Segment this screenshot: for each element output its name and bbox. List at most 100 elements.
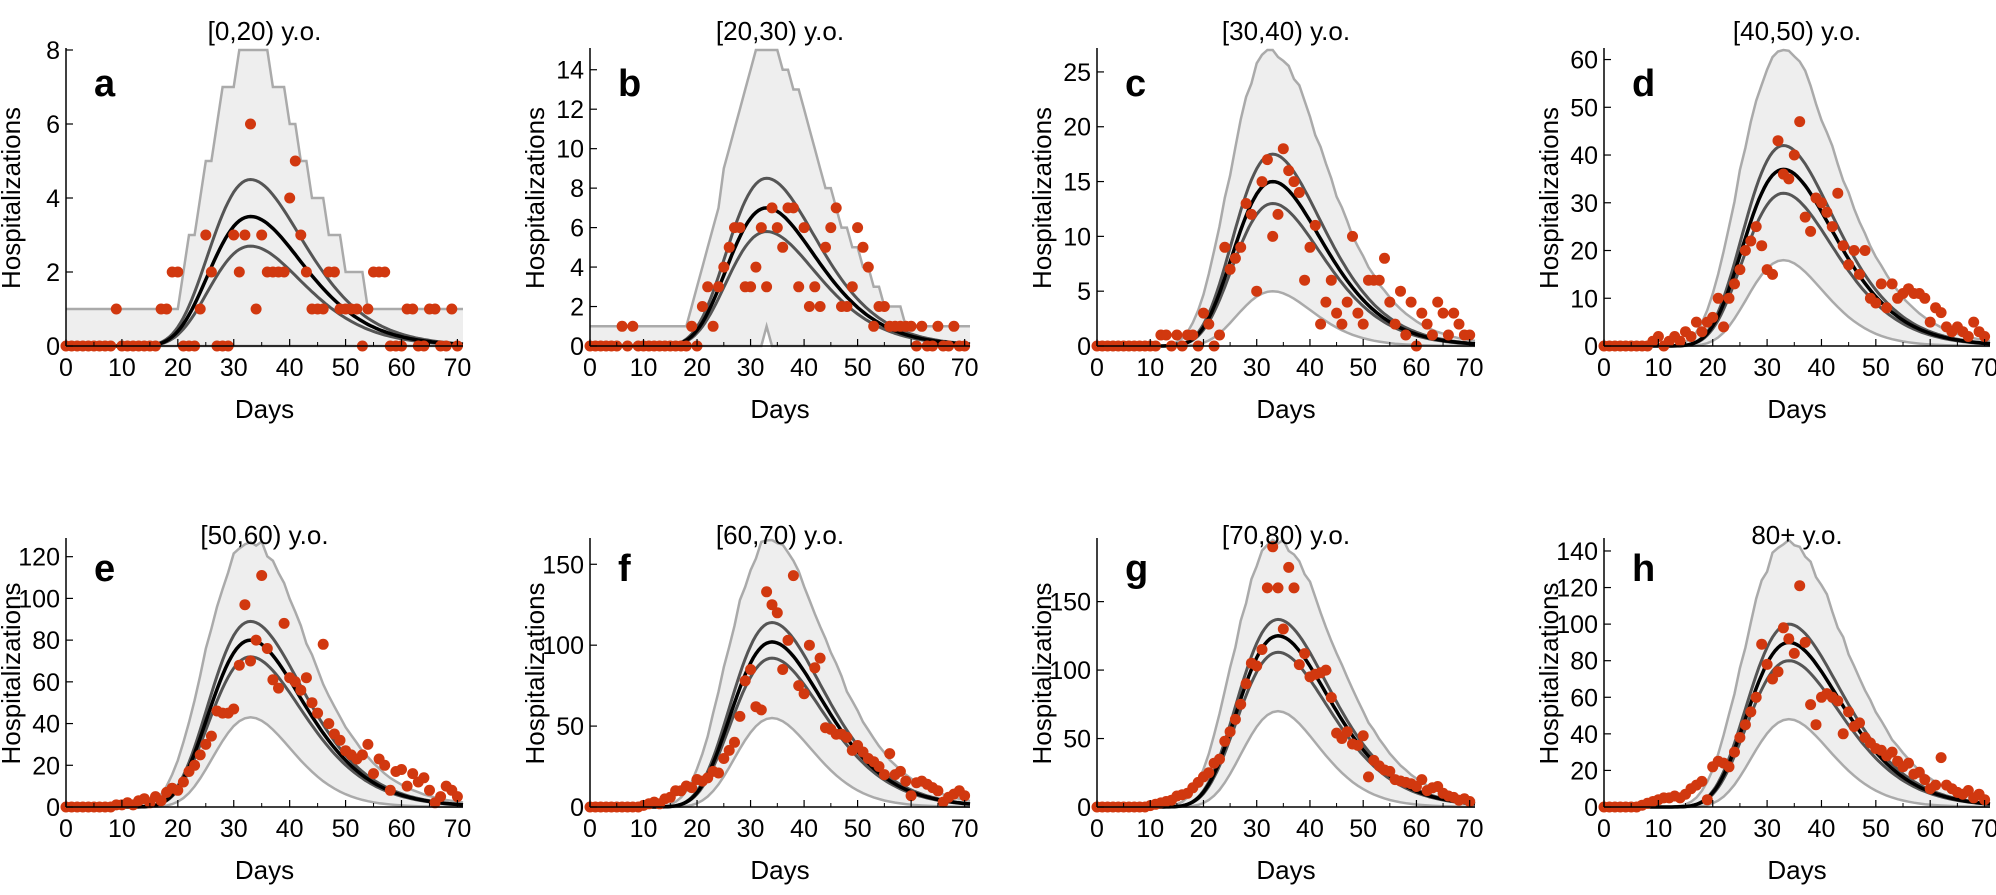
- data-point: [1930, 779, 1942, 791]
- data-point: [787, 570, 799, 582]
- data-point: [1240, 198, 1252, 209]
- data-point: [766, 599, 778, 611]
- data-point: [278, 266, 290, 278]
- panel-d: 0 10 20 30 40 50 60 70 0 10 20 30 40 50 60 [40,50) y.o.…: [1534, 16, 1996, 424]
- data-point: [1261, 582, 1273, 594]
- panel-title: [50,60) y.o.: [200, 520, 328, 550]
- data-point: [718, 753, 730, 764]
- panel-f: 0 10 20 30 40 50 60 70 0 50 100 150 [60,70) y.o. f Day…: [520, 520, 979, 885]
- data-point: [616, 320, 628, 332]
- data-point: [177, 776, 189, 788]
- data-point: [1837, 728, 1849, 740]
- data-point: [1979, 331, 1991, 342]
- x-tick-label: 40: [1808, 815, 1836, 843]
- credible-band: [590, 50, 970, 346]
- data-point: [734, 222, 746, 234]
- data-point: [1859, 245, 1871, 256]
- data-point: [1240, 678, 1252, 690]
- data-point: [1854, 268, 1865, 280]
- data-point: [761, 586, 773, 598]
- y-tick-label: 20: [1570, 238, 1598, 266]
- data-point: [1203, 767, 1215, 779]
- x-tick-label: 10: [1136, 815, 1164, 843]
- data-point: [384, 784, 396, 796]
- data-point: [1739, 719, 1751, 731]
- y-tick-label: 60: [1570, 47, 1598, 75]
- data-point: [1219, 241, 1231, 253]
- data-point: [627, 320, 639, 332]
- x-tick-label: 0: [1090, 354, 1104, 382]
- panel-title: [30,40) y.o.: [1222, 16, 1350, 46]
- band-upper-line: [66, 48, 463, 311]
- x-tick-label: 60: [1916, 815, 1944, 843]
- data-point: [1772, 666, 1784, 678]
- data-point: [750, 261, 762, 273]
- data-point: [1816, 197, 1827, 209]
- panel-letter: f: [618, 548, 631, 590]
- y-tick-label: 4: [570, 254, 584, 282]
- x-tick-label: 40: [1296, 354, 1324, 382]
- data-point: [323, 718, 335, 730]
- data-point: [1293, 187, 1305, 198]
- data-point: [1919, 292, 1931, 304]
- data-point: [1723, 761, 1735, 773]
- x-axis-label: Days: [1767, 394, 1826, 424]
- data-point: [771, 222, 783, 234]
- data-point: [1453, 318, 1465, 330]
- data-point: [809, 281, 821, 293]
- data-point: [932, 320, 944, 332]
- data-point: [777, 241, 789, 253]
- data-point: [1426, 329, 1438, 341]
- data-point: [362, 738, 374, 750]
- data-point: [295, 684, 307, 696]
- x-tick-label: 70: [951, 354, 979, 382]
- x-tick-label: 30: [1753, 354, 1781, 382]
- x-tick-label: 0: [1090, 815, 1104, 843]
- y-tick-label: 8: [570, 175, 584, 203]
- data-point: [1288, 582, 1300, 594]
- x-tick-label: 10: [1644, 815, 1672, 843]
- data-point: [172, 784, 184, 796]
- data-point: [256, 229, 268, 241]
- data-point: [1848, 245, 1860, 256]
- data-point: [1229, 713, 1241, 725]
- y-tick-label: 6: [46, 111, 60, 139]
- y-tick-label: 120: [18, 544, 60, 572]
- data-point: [884, 748, 896, 760]
- panel-letter: e: [94, 548, 115, 590]
- data-point: [1761, 658, 1773, 670]
- x-tick-label: 70: [1971, 815, 1996, 843]
- data-point: [1745, 706, 1757, 718]
- panel-title: [0,20) y.o.: [208, 16, 322, 46]
- data-point: [1198, 307, 1209, 319]
- data-point: [1919, 774, 1931, 786]
- data-point: [1701, 794, 1713, 806]
- data-point: [1772, 135, 1784, 147]
- data-point: [189, 759, 201, 771]
- data-point: [200, 738, 212, 750]
- data-point: [761, 281, 773, 293]
- data-point: [312, 707, 324, 719]
- x-tick-label: 20: [1699, 815, 1727, 843]
- x-tick-label: 40: [790, 354, 818, 382]
- x-tick-label: 60: [388, 354, 416, 382]
- data-point: [1267, 230, 1279, 242]
- y-tick-label: 100: [1049, 657, 1091, 685]
- data-point: [1712, 292, 1724, 304]
- y-tick-label: 0: [1077, 333, 1091, 361]
- data-point: [289, 676, 301, 688]
- data-point: [317, 303, 329, 315]
- data-point: [1229, 252, 1241, 264]
- data-point: [1437, 307, 1449, 319]
- data-point: [857, 241, 869, 253]
- data-point: [446, 303, 458, 315]
- data-point: [435, 791, 447, 803]
- data-point: [1729, 278, 1740, 290]
- data-point: [1685, 331, 1697, 342]
- x-tick-label: 20: [164, 815, 192, 843]
- y-tick-label: 0: [1584, 333, 1598, 361]
- y-tick-label: 30: [1570, 190, 1598, 218]
- x-axis-label: Days: [235, 394, 294, 424]
- panel-letter: h: [1632, 548, 1655, 590]
- data-point: [295, 229, 307, 241]
